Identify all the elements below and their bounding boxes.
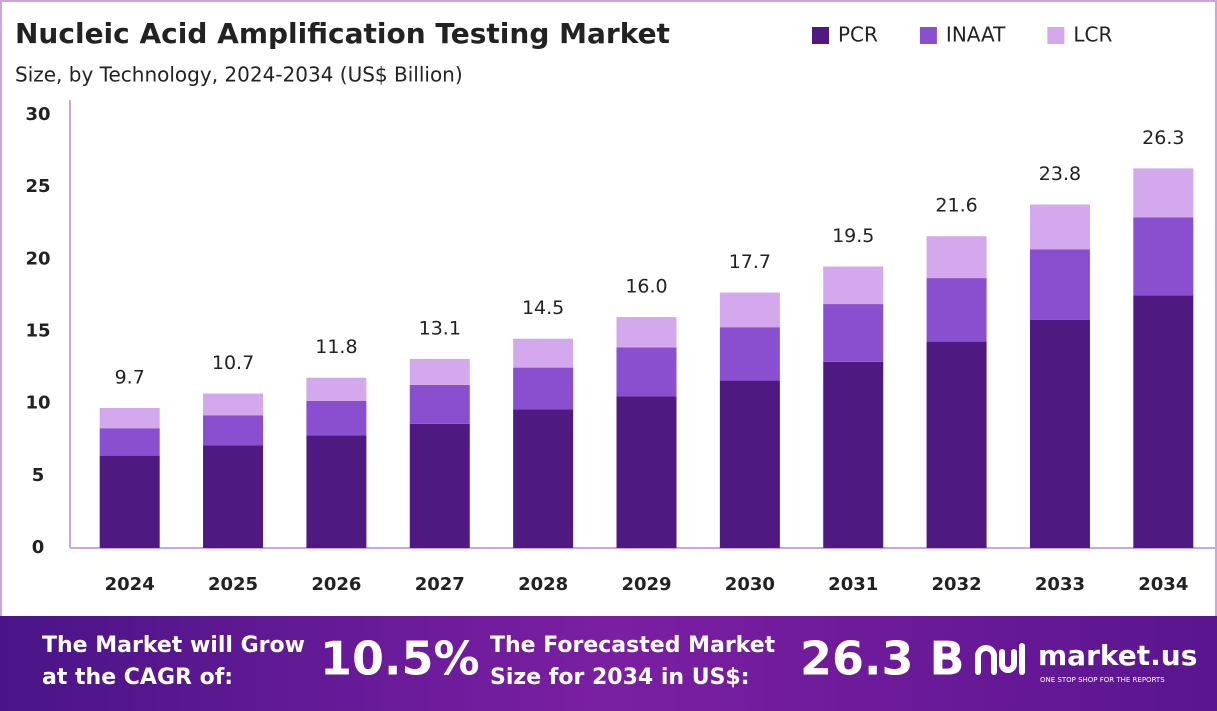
x-tick-label: 2032 [932,574,982,595]
bar-segment [203,415,264,446]
chart-title: Nucleic Acid Amplification Testing Marke… [15,17,670,50]
bar-segment [513,367,574,410]
legend-swatch [919,27,937,44]
total-label: 21.6 [935,195,977,217]
y-tick-label: 30 [25,104,50,125]
bar-segment [1029,319,1090,548]
x-tick-label: 2031 [828,574,878,595]
bar-segment [823,266,884,305]
x-tick-label: 2033 [1035,574,1085,595]
legend-label: LCR [1073,23,1112,47]
bar-segment [1133,295,1194,548]
y-tick-label: 15 [25,321,50,342]
bar-segment [99,428,160,456]
bar-segment [616,396,677,548]
total-label: 26.3 [1142,127,1184,149]
bar-segment [616,317,677,348]
banner-text: The Market will Grow at the CAGR of: 10.… [42,632,965,691]
bar-segment [306,400,367,436]
total-label: 11.8 [315,336,357,358]
total-label: 17.7 [729,251,771,273]
brand-name: market.us [1038,639,1197,672]
total-label: 23.8 [1039,163,1081,185]
legend-swatch [1047,27,1065,44]
legend-label: PCR [838,23,878,47]
legend-swatch [812,27,829,44]
brand-logo [975,643,1025,675]
bar-segment [1133,168,1194,218]
chart-subtitle: Size, by Technology, 2024-2034 (US$ Bill… [15,63,463,87]
total-label: 13.1 [419,317,461,339]
bar-segment [616,347,677,397]
legend-label: INAAT [946,23,1006,47]
x-tick-label: 2024 [105,574,155,595]
x-tick-label: 2030 [725,574,775,595]
x-tick-label: 2027 [415,574,465,595]
bar-segment [1029,204,1090,250]
y-tick-label: 5 [32,465,45,486]
bar-segment [203,393,264,416]
x-tick-label: 2034 [1138,574,1188,595]
x-tick-label: 2028 [518,574,568,595]
bar-segment [99,455,160,548]
total-label: 10.7 [212,352,254,374]
bar-segment [926,341,987,548]
bar-segment [719,292,780,328]
forecast-label: The Forecasted Market [490,633,776,658]
bar-segment [409,423,470,548]
brand-tagline: ONE STOP SHOP FOR THE REPORTS [1040,676,1165,684]
bar-segment [823,361,884,548]
cagr-label: at the CAGR of: [42,665,233,690]
y-tick-label: 20 [25,248,50,269]
forecast-label: Size for 2034 in US$: [490,665,750,690]
bar-segment [409,358,470,385]
bar-segment [823,304,884,362]
bar-segment [99,407,160,429]
bar-segment [719,380,780,548]
total-label: 14.5 [522,297,564,319]
banner [0,616,1217,711]
x-tick-label: 2026 [311,574,361,595]
y-tick-label: 0 [32,537,45,558]
y-tick-label: 10 [25,393,50,414]
bar-segment [513,338,574,368]
bar-segment [1029,249,1090,320]
bar-segment [719,327,780,381]
bar-segment [926,278,987,342]
x-tick-label: 2029 [621,574,671,595]
y-tick-label: 25 [25,176,50,197]
bar-segment [1133,217,1194,296]
bar-segment [409,384,470,424]
bar-segment [306,377,367,401]
bar-segment [306,435,367,548]
total-label: 19.5 [832,225,874,247]
bar-segment [926,236,987,279]
cagr-label: The Market will Grow [42,633,305,658]
bar-segment [513,409,574,548]
x-tick-label: 2025 [208,574,258,595]
forecast-value: 26.3 B [800,632,965,686]
cagr-value: 10.5% [320,632,480,686]
total-label: 9.7 [115,366,145,388]
total-label: 16.0 [625,276,667,298]
bar-segment [203,445,264,548]
